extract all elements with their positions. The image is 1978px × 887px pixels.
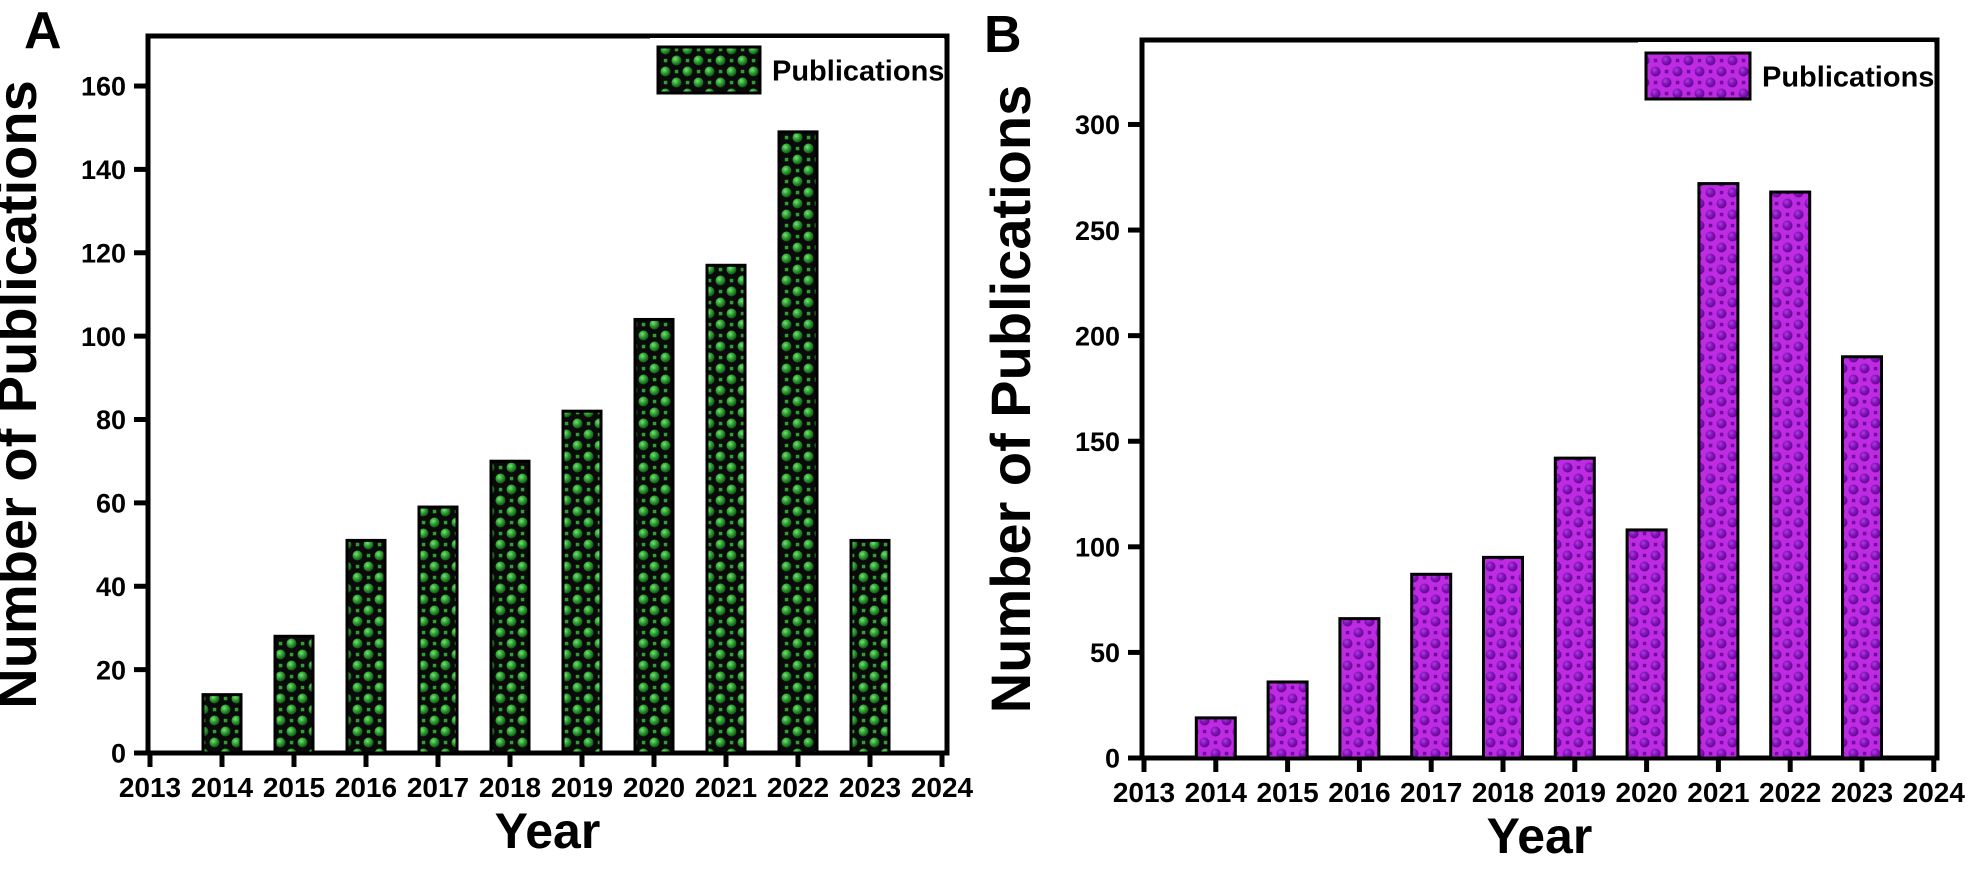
bar-a-2020: [633, 317, 675, 755]
legend-swatch-b: [1644, 51, 1752, 101]
bar-a-2014: [201, 693, 243, 755]
legend-label-a: Publications: [772, 55, 944, 87]
x-tick-label-2022: 2022: [767, 772, 829, 803]
bar-b-2015: [1266, 680, 1309, 760]
x-tick-label-2020: 2020: [623, 772, 685, 803]
x-tick-label-2016: 2016: [335, 772, 397, 803]
x-tick-label-2014: 2014: [1185, 777, 1248, 808]
bar-a-2023: [849, 538, 891, 755]
y-tick-label-200: 200: [1075, 321, 1120, 351]
x-tick-label-2019: 2019: [1544, 777, 1606, 808]
x-tick-label-2023: 2023: [839, 772, 901, 803]
x-axis-title-b: Year: [1487, 808, 1593, 864]
x-tick-label-2017: 2017: [1400, 777, 1462, 808]
y-tick-label-160: 160: [81, 72, 126, 102]
panel-label-b: B: [984, 6, 1022, 64]
x-tick-label-2015: 2015: [1256, 777, 1318, 808]
bar-b-2018: [1482, 555, 1524, 760]
legend-swatch-a: [656, 45, 762, 95]
bar-b-2017: [1410, 572, 1453, 760]
bar-a-2017: [417, 505, 459, 755]
bar-a-2022: [777, 130, 819, 755]
x-tick-label-2013: 2013: [119, 772, 181, 803]
x-axis-title-a: Year: [495, 803, 601, 859]
y-tick-label-100: 100: [81, 322, 126, 352]
y-axis-title-a: Number of Publications: [0, 80, 48, 709]
x-tick-label-2023: 2023: [1831, 777, 1893, 808]
bar-a-2016: [345, 538, 387, 755]
legend-label-b: Publications: [1762, 61, 1934, 93]
y-tick-label-50: 50: [1090, 638, 1120, 668]
x-tick-label-2017: 2017: [407, 772, 469, 803]
x-tick-label-2015: 2015: [263, 772, 325, 803]
plot-frame-a: [145, 33, 950, 756]
bar-a-2021: [705, 263, 747, 755]
y-tick-label-150: 150: [1075, 427, 1120, 457]
bar-b-2020: [1625, 528, 1668, 760]
x-tick-label-2019: 2019: [551, 772, 613, 803]
bar-a-2018: [489, 459, 531, 755]
bar-a-2015: [273, 634, 315, 755]
bar-b-2016: [1338, 617, 1381, 760]
y-tick-label-0: 0: [1105, 744, 1120, 774]
x-tick-label-2018: 2018: [1472, 777, 1534, 808]
x-tick-label-2021: 2021: [695, 772, 757, 803]
x-tick-label-2016: 2016: [1328, 777, 1390, 808]
x-tick-label-2014: 2014: [191, 772, 254, 803]
y-tick-label-120: 120: [81, 238, 126, 268]
y-tick-label-300: 300: [1075, 110, 1120, 140]
x-tick-label-2020: 2020: [1615, 777, 1677, 808]
bar-b-2023: [1841, 355, 1883, 760]
x-tick-label-2022: 2022: [1759, 777, 1821, 808]
y-tick-label-40: 40: [96, 572, 126, 602]
bar-b-2021: [1697, 182, 1740, 760]
x-tick-label-2013: 2013: [1113, 777, 1175, 808]
y-tick-label-80: 80: [96, 405, 126, 435]
panel-label-a: A: [24, 2, 62, 60]
bar-b-2022: [1769, 190, 1812, 760]
bar-b-2019: [1553, 456, 1596, 760]
y-axis-title-b: Number of Publications: [979, 85, 1042, 714]
x-tick-label-2024: 2024: [911, 772, 974, 803]
y-tick-label-0: 0: [111, 739, 126, 769]
y-tick-label-140: 140: [81, 155, 126, 185]
bar-b-2014: [1194, 716, 1237, 760]
x-tick-label-2018: 2018: [479, 772, 541, 803]
x-tick-label-2021: 2021: [1687, 777, 1749, 808]
y-tick-label-60: 60: [96, 489, 126, 519]
y-tick-label-250: 250: [1075, 216, 1120, 246]
y-tick-label-20: 20: [96, 655, 126, 685]
bar-a-2019: [561, 409, 603, 755]
x-tick-label-2024: 2024: [1903, 777, 1966, 808]
y-tick-label-100: 100: [1075, 533, 1120, 563]
plot-frame-b: [1139, 37, 1940, 761]
